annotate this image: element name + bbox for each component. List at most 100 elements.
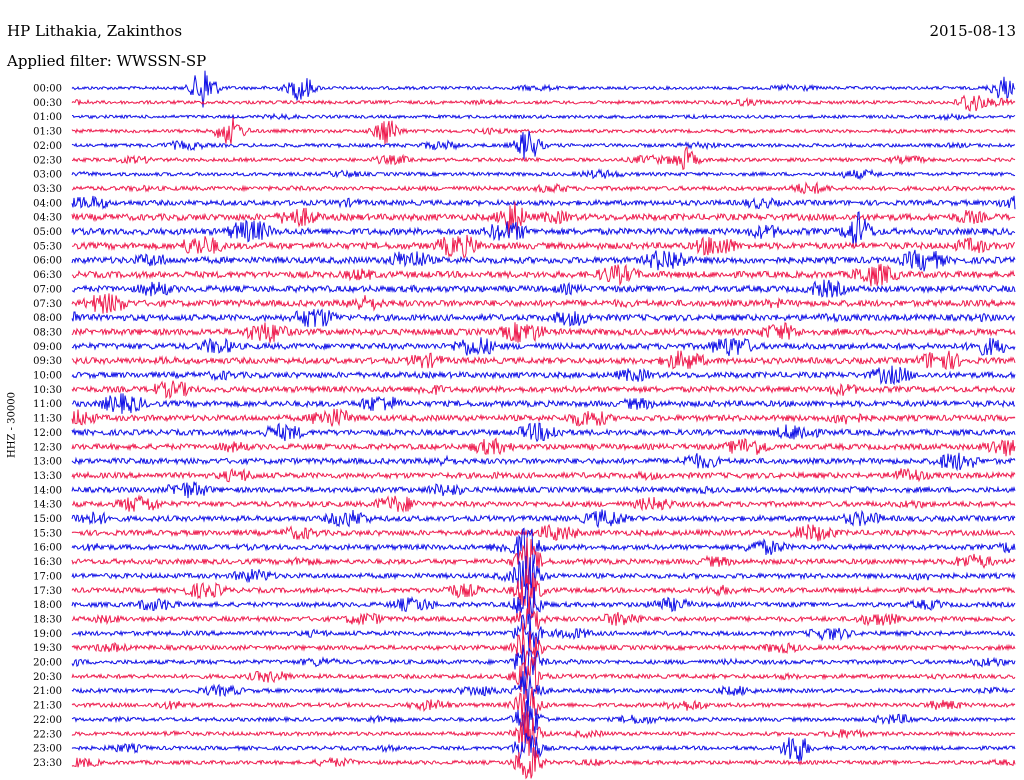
trace-row-0500	[71, 211, 1016, 247]
trace-row-0030	[71, 94, 1016, 112]
row-label-1700: 17:00	[33, 571, 62, 582]
row-label-1630: 16:30	[33, 557, 62, 568]
row-label-0530: 05:30	[33, 241, 62, 252]
trace-row-0700	[71, 279, 1016, 298]
trace-row-2330	[71, 746, 1016, 780]
row-label-1800: 18:00	[33, 600, 62, 611]
trace-row-2130	[71, 687, 1016, 726]
y-axis-label: HHZ - 30000	[6, 392, 18, 458]
trace-row-0600	[71, 249, 1016, 272]
row-label-1500: 15:00	[33, 514, 62, 525]
row-label-1230: 12:30	[33, 442, 62, 453]
trace-row-0530	[71, 234, 1016, 259]
row-label-2300: 23:00	[33, 744, 62, 755]
trace-row-1530	[71, 523, 1016, 542]
row-label-0330: 03:30	[33, 184, 62, 195]
row-label-1200: 12:00	[33, 428, 62, 439]
trace-row-1700	[71, 555, 1016, 594]
row-label-0800: 08:00	[33, 313, 62, 324]
trace-rows	[71, 70, 1016, 780]
row-label-0130: 01:30	[33, 127, 62, 138]
trace-row-0200	[71, 130, 1015, 161]
row-label-1430: 14:30	[33, 500, 62, 511]
row-label-1100: 11:00	[33, 399, 62, 410]
trace-row-0730	[71, 293, 1016, 314]
trace-row-1830	[71, 595, 1016, 636]
row-label-1300: 13:00	[33, 457, 62, 468]
trace-row-0330	[71, 181, 1016, 195]
row-label-1130: 11:30	[33, 414, 62, 425]
trace-row-1230	[71, 437, 1016, 457]
trace-row-1330	[71, 467, 1016, 483]
trace-row-1430	[71, 494, 1016, 513]
row-label-0500: 05:00	[33, 227, 62, 238]
trace-row-1000	[71, 365, 1016, 386]
row-label-1530: 15:30	[33, 528, 62, 539]
trace-row-0230	[71, 146, 1016, 171]
row-label-0830: 08:30	[33, 327, 62, 338]
row-label-0700: 07:00	[33, 284, 62, 295]
row-label-1000: 10:00	[33, 371, 62, 382]
row-label-2200: 22:00	[33, 715, 62, 726]
row-label-2030: 20:30	[33, 672, 62, 683]
row-label-1900: 19:00	[33, 629, 62, 640]
trace-row-1400	[71, 481, 1016, 499]
row-label-0430: 04:30	[33, 213, 62, 224]
trace-row-0630	[71, 263, 1016, 287]
row-label-2130: 21:30	[33, 701, 62, 712]
trace-row-2100	[71, 671, 1016, 714]
row-label-2330: 23:30	[33, 758, 62, 769]
trace-row-2000	[71, 644, 1016, 682]
trace-row-2030	[71, 656, 1016, 699]
row-label-0400: 04:00	[33, 198, 62, 209]
row-label-2100: 21:00	[33, 686, 62, 697]
trace-row-0000	[71, 70, 1016, 108]
row-label-2230: 22:30	[33, 729, 62, 740]
row-label-0730: 07:30	[33, 299, 62, 310]
row-label-1030: 10:30	[33, 385, 62, 396]
row-label-0600: 06:00	[33, 256, 62, 267]
row-label-0000: 00:00	[33, 84, 62, 95]
trace-row-1300	[71, 452, 1016, 472]
trace-row-2300	[71, 732, 1016, 763]
trace-row-1600	[71, 527, 1016, 564]
trace-row-1800	[71, 583, 1016, 625]
trace-row-1900	[71, 614, 1016, 651]
row-labels: 00:00 00:30 01:00 01:30 02:00 02:30 03:00 03:30…	[33, 84, 62, 769]
row-label-1930: 19:30	[33, 643, 62, 654]
trace-row-1930	[71, 631, 1016, 670]
trace-row-2200	[71, 700, 1016, 741]
row-label-0300: 03:00	[33, 170, 62, 181]
trace-row-1630	[71, 537, 1016, 586]
row-label-0900: 09:00	[33, 342, 62, 353]
row-label-0230: 02:30	[33, 155, 62, 166]
trace-row-0400	[71, 195, 1016, 210]
row-label-0930: 09:30	[33, 356, 62, 367]
trace-row-1030	[71, 380, 1016, 400]
row-label-0100: 01:00	[33, 112, 62, 123]
row-label-0200: 02:00	[33, 141, 62, 152]
trace-row-1200	[71, 422, 1016, 443]
row-label-1330: 13:30	[33, 471, 62, 482]
trace-row-0300	[71, 168, 1016, 181]
trace-row-2230	[71, 711, 1016, 756]
row-label-1730: 17:30	[33, 586, 62, 597]
row-label-1600: 16:00	[33, 543, 62, 554]
trace-row-0800	[71, 308, 1016, 328]
filter-label: Applied filter: WWSSN-SP	[7, 52, 207, 70]
trace-row-0130	[71, 117, 1016, 145]
row-label-0630: 06:30	[33, 270, 62, 281]
row-label-2000: 20:00	[33, 658, 62, 669]
chart-date: 2015-08-13	[929, 22, 1016, 40]
trace-row-1100	[71, 393, 1016, 414]
trace-row-0100	[72, 112, 1016, 122]
trace-row-1500	[71, 509, 1016, 529]
row-label-1830: 18:30	[33, 614, 62, 625]
trace-row-0830	[71, 322, 1016, 343]
row-label-1400: 14:00	[33, 485, 62, 496]
trace-row-0930	[71, 350, 1016, 371]
trace-row-1130	[71, 408, 1016, 427]
station-name: HP Lithakia, Zakinthos	[7, 22, 183, 40]
trace-row-1730	[71, 568, 1016, 608]
